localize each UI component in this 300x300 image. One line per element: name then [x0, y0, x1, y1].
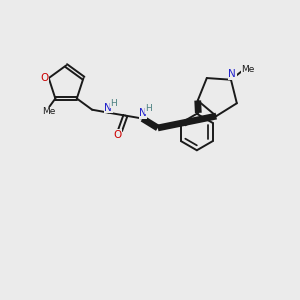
Text: O: O [40, 73, 49, 82]
Text: H: H [110, 99, 117, 108]
Text: O: O [113, 130, 121, 140]
Text: N: N [139, 108, 147, 118]
Text: Me: Me [42, 107, 56, 116]
Text: N: N [104, 103, 112, 112]
Text: H: H [145, 104, 152, 113]
Text: N: N [228, 69, 236, 79]
Text: Me: Me [242, 65, 255, 74]
